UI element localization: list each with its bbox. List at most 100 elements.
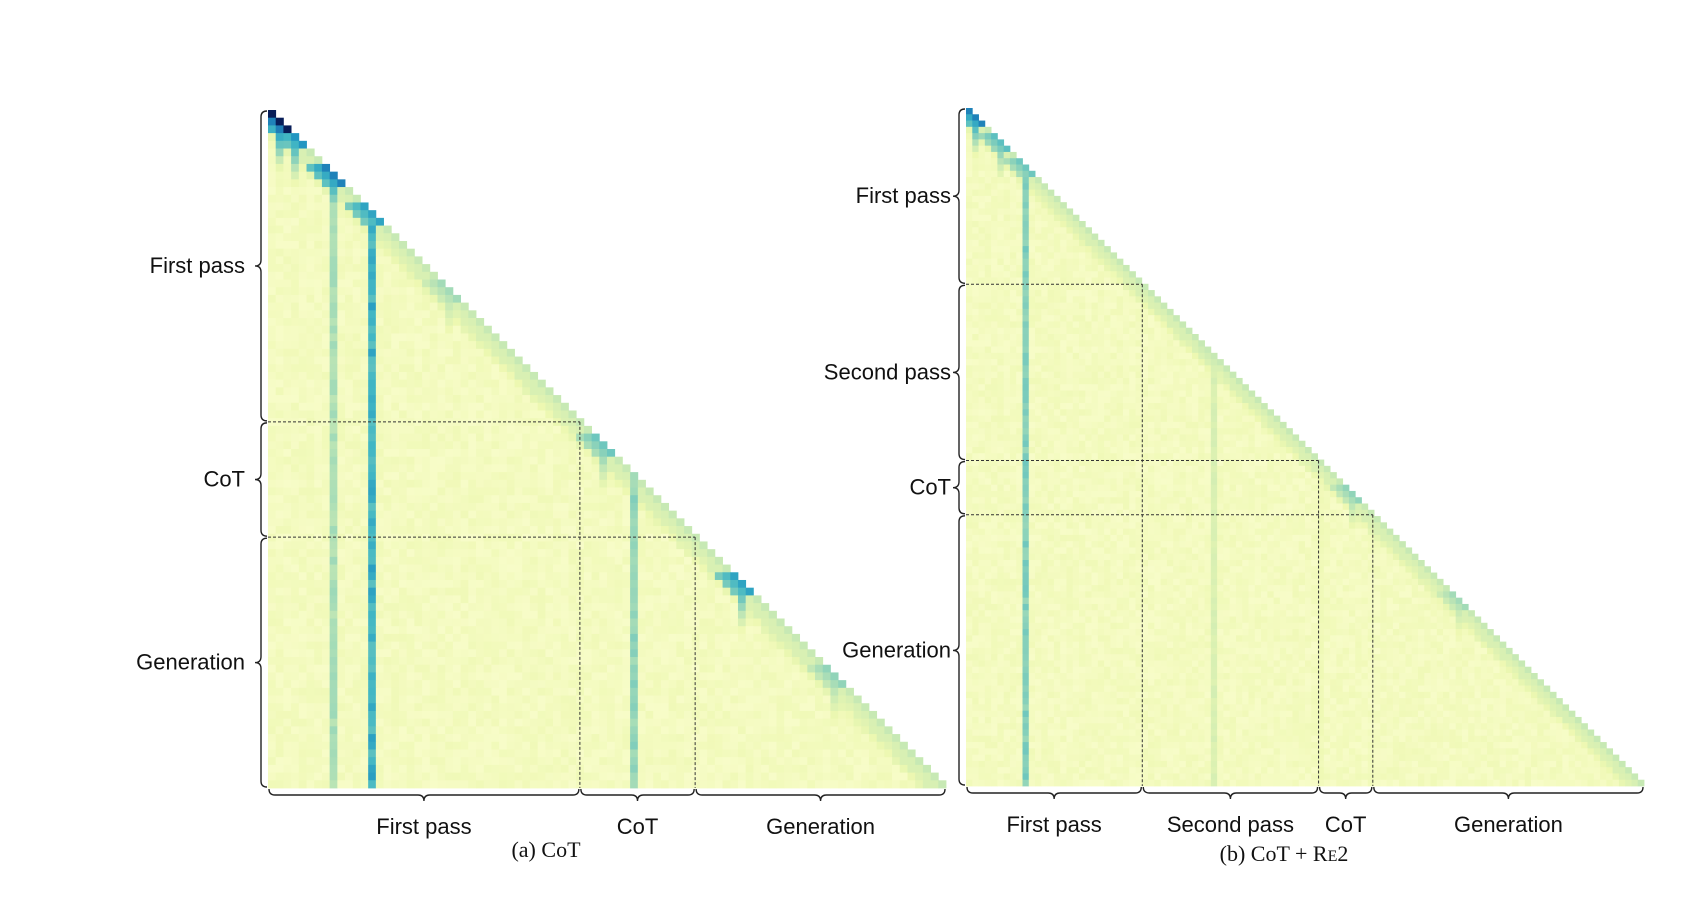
heatmap-cell-run bbox=[468, 318, 477, 327]
heatmap-cell-run bbox=[1116, 258, 1124, 266]
heatmap-cell-run bbox=[699, 595, 708, 604]
heatmap-cell-run bbox=[622, 587, 631, 596]
heatmap-cell-run bbox=[476, 710, 485, 720]
heatmap-cell-run bbox=[1003, 296, 1011, 304]
heatmap-cell-run bbox=[699, 734, 708, 743]
heatmap-cell-run bbox=[984, 239, 992, 247]
heatmap-cell-run bbox=[1204, 359, 1212, 366]
heatmap-cell-run bbox=[753, 657, 762, 666]
heatmap-cell-run bbox=[468, 687, 477, 696]
heatmap-cell-run bbox=[391, 395, 400, 404]
heatmap-cell-run bbox=[553, 541, 562, 550]
heatmap-cell-run bbox=[398, 626, 408, 635]
heatmap-cell-run bbox=[1160, 403, 1168, 410]
heatmap-cell-run bbox=[684, 556, 693, 565]
heatmap-cell-run bbox=[568, 425, 577, 434]
heatmap-cell-run bbox=[275, 356, 284, 365]
heatmap-cell-run bbox=[268, 125, 277, 134]
heatmap-cell-run bbox=[345, 533, 354, 542]
heatmap-cell-run bbox=[1003, 195, 1011, 203]
heatmap-cell-run bbox=[537, 657, 546, 666]
heatmap-cell-run bbox=[476, 479, 485, 488]
heatmap-cell-run bbox=[730, 603, 739, 612]
heatmap-cell-run bbox=[1129, 308, 1136, 316]
heatmap-cell-run bbox=[268, 549, 277, 558]
heatmap-cell-run bbox=[630, 495, 639, 504]
heatmap-cell-run bbox=[483, 749, 492, 758]
heatmap-cell-run bbox=[391, 341, 400, 350]
heatmap-cell-run bbox=[383, 780, 392, 789]
heatmap-cell-run bbox=[491, 441, 500, 450]
heatmap-cell-run bbox=[583, 533, 592, 542]
heatmap-cell-run bbox=[822, 749, 831, 758]
heatmap-cell-run bbox=[1003, 239, 1011, 247]
heatmap-cell-run bbox=[360, 695, 369, 704]
heatmap-cell-run bbox=[838, 703, 847, 712]
heatmap-cell-run bbox=[352, 256, 361, 265]
heatmap-cell-run bbox=[714, 603, 723, 612]
heatmap-cell-run bbox=[429, 526, 438, 535]
heatmap-cell-run bbox=[414, 379, 423, 388]
heatmap-cell-run bbox=[737, 780, 747, 789]
heatmap-cell-run bbox=[1028, 221, 1036, 228]
heatmap-cell-run bbox=[321, 502, 331, 512]
heatmap-cell-run bbox=[576, 472, 585, 481]
heatmap-cell-run bbox=[730, 695, 739, 704]
heatmap-cell-run bbox=[861, 734, 870, 743]
heatmap-cell-run bbox=[1047, 390, 1055, 398]
heatmap-cell-run bbox=[298, 341, 307, 350]
heatmap-cell-run bbox=[1104, 390, 1111, 398]
heatmap-cell-run bbox=[375, 687, 384, 696]
heatmap-cell-run bbox=[468, 479, 477, 488]
heatmap-cell-run bbox=[506, 425, 515, 434]
heatmap-cell-run bbox=[607, 603, 616, 612]
heatmap-cell-run bbox=[568, 764, 577, 773]
heatmap-cell-run bbox=[398, 240, 408, 250]
heatmap-cell-run bbox=[314, 495, 323, 504]
heatmap-cell-run bbox=[445, 333, 454, 342]
heatmap-cell-run bbox=[753, 726, 762, 735]
heatmap-cell-run bbox=[483, 541, 492, 550]
heatmap-cell-run bbox=[660, 749, 670, 758]
heatmap-cell-run bbox=[691, 718, 700, 727]
heatmap-cell-run bbox=[514, 526, 523, 535]
heatmap-cell-run bbox=[1122, 352, 1130, 360]
heatmap-cell-run bbox=[568, 556, 577, 565]
heatmap-cell-run bbox=[676, 695, 685, 704]
heatmap-cell-run bbox=[784, 657, 793, 666]
heatmap-cell-run bbox=[391, 664, 400, 673]
heatmap-cell-run bbox=[991, 271, 998, 278]
heatmap-cell-run bbox=[537, 610, 546, 619]
heatmap-cell-run bbox=[599, 456, 608, 465]
heatmap-cell-run bbox=[468, 341, 477, 350]
heatmap-cell-run bbox=[1104, 321, 1111, 329]
heatmap-cell-run bbox=[460, 526, 469, 535]
heatmap-cell-run bbox=[306, 518, 315, 527]
heatmap-cell-run bbox=[1085, 290, 1092, 297]
heatmap-cell-run bbox=[1116, 296, 1124, 304]
heatmap-cell-run bbox=[966, 246, 973, 253]
heatmap-cell-run bbox=[972, 346, 986, 354]
heatmap-cell-run bbox=[1135, 352, 1143, 360]
heatmap-cell-run bbox=[368, 487, 377, 496]
heatmap-cell-run bbox=[583, 433, 592, 442]
heatmap-cell-run bbox=[1085, 252, 1092, 260]
heatmap-cell-run bbox=[391, 472, 400, 481]
heatmap-cell-run bbox=[476, 657, 485, 666]
heatmap-cell-run bbox=[607, 541, 616, 550]
heatmap-cell-run bbox=[1035, 415, 1042, 423]
heatmap-cell-run bbox=[491, 587, 500, 596]
heatmap-cell-run bbox=[560, 626, 569, 635]
heatmap-cell-run bbox=[1022, 252, 1030, 260]
heatmap-cell-run bbox=[437, 526, 446, 535]
heatmap-cell-run bbox=[529, 456, 539, 465]
heatmap-cell-run bbox=[838, 726, 847, 735]
heatmap-cell-run bbox=[329, 279, 338, 288]
heatmap-cell-run bbox=[506, 749, 515, 758]
heatmap-cell-run bbox=[868, 757, 878, 766]
heatmap-cell-run bbox=[768, 680, 777, 689]
heatmap-cell-run bbox=[383, 572, 392, 581]
heatmap-cell-run bbox=[1028, 352, 1036, 360]
heatmap-cell-run bbox=[437, 649, 446, 658]
heatmap-cell-run bbox=[476, 749, 485, 758]
